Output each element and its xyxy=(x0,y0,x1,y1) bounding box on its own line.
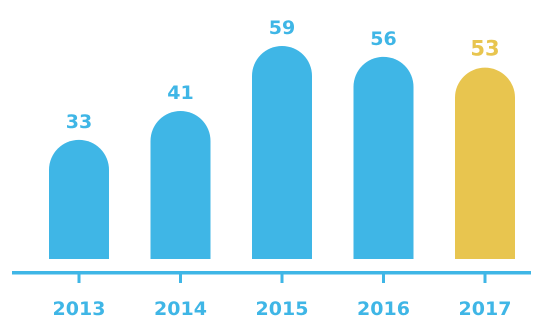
bar-joint-notch xyxy=(424,239,445,259)
value-label-2017: 53 xyxy=(470,37,499,61)
x-label-2015: 2015 xyxy=(256,298,309,320)
bar-2017 xyxy=(455,67,515,259)
value-label-2013: 33 xyxy=(66,111,92,133)
x-tick-2013 xyxy=(77,274,81,283)
x-axis-ticks xyxy=(77,274,487,283)
bar-2016 xyxy=(353,56,414,260)
x-tick-2016 xyxy=(382,274,385,283)
x-label-2017: 2017 xyxy=(459,298,512,320)
value-labels: 33 41 59 56 53 xyxy=(66,17,500,133)
bar-2014 xyxy=(150,110,211,259)
x-tick-2015 xyxy=(280,274,284,283)
x-label-2013: 2013 xyxy=(53,298,106,320)
value-label-2014: 41 xyxy=(167,82,193,104)
x-axis-labels: 2013 2014 2015 2016 2017 xyxy=(53,298,512,320)
x-tick-2014 xyxy=(179,274,182,283)
bar-joint-notch xyxy=(322,239,343,259)
x-label-2016: 2016 xyxy=(357,298,410,320)
bar-joint-notch xyxy=(221,239,242,259)
bar-joint-notch xyxy=(119,239,140,259)
bars-layer xyxy=(49,46,515,260)
bar-2015 xyxy=(252,46,312,259)
bar-2013 xyxy=(49,139,109,259)
value-label-2015: 59 xyxy=(269,17,295,39)
x-axis-line xyxy=(12,271,531,275)
value-label-2016: 56 xyxy=(370,28,396,50)
x-label-2014: 2014 xyxy=(154,298,207,320)
x-tick-2017 xyxy=(483,274,487,283)
